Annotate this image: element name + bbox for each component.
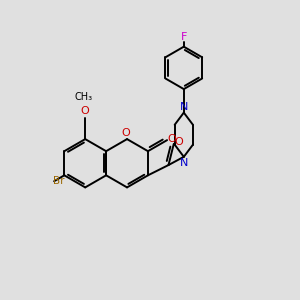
Text: F: F bbox=[181, 32, 188, 42]
Text: O: O bbox=[81, 106, 90, 116]
Text: CH₃: CH₃ bbox=[75, 92, 93, 102]
Text: O: O bbox=[174, 137, 183, 147]
Text: N: N bbox=[180, 102, 188, 112]
Text: Br: Br bbox=[53, 176, 64, 186]
Text: N: N bbox=[180, 158, 188, 168]
Text: O: O bbox=[121, 128, 130, 138]
Text: O: O bbox=[168, 134, 176, 144]
